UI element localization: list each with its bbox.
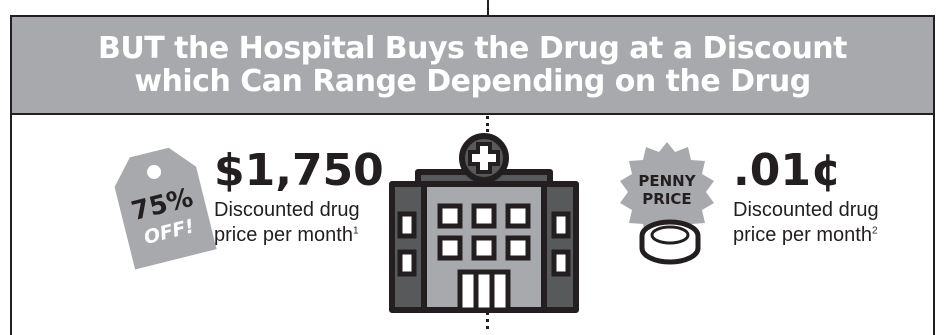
badge-line-1: PENNY (638, 172, 696, 190)
right-caption-line-2: price per month2 (733, 224, 878, 246)
top-connector-line (487, 0, 489, 16)
hospital-building-icon (389, 133, 579, 313)
banner-line-1: BUT the Hospital Buys the Drug at a Disc… (97, 31, 848, 66)
right-price: .01¢ (733, 145, 842, 196)
center-dotted-line-top (486, 116, 492, 138)
left-caption-line-1: Discounted drug (214, 199, 360, 221)
content-frame (10, 15, 935, 335)
center-dotted-line-bottom (486, 312, 492, 329)
left-caption-line-2: price per month1 (214, 224, 359, 246)
discount-tag-icon: 75% OFF! (114, 147, 217, 270)
penny-price-badge-icon: PENNY PRICE (620, 142, 714, 265)
right-footnote: 2 (871, 225, 878, 237)
header-banner: BUT the Hospital Buys the Drug at a Disc… (12, 17, 933, 115)
left-price: $1,750 (214, 145, 384, 196)
right-caption-line-1: Discounted drug (733, 199, 879, 221)
banner-line-2: which Can Range Depending on the Drug (134, 64, 811, 99)
coin-icon (639, 219, 701, 265)
left-footnote: 1 (352, 225, 359, 237)
badge-line-2: PRICE (642, 190, 691, 208)
